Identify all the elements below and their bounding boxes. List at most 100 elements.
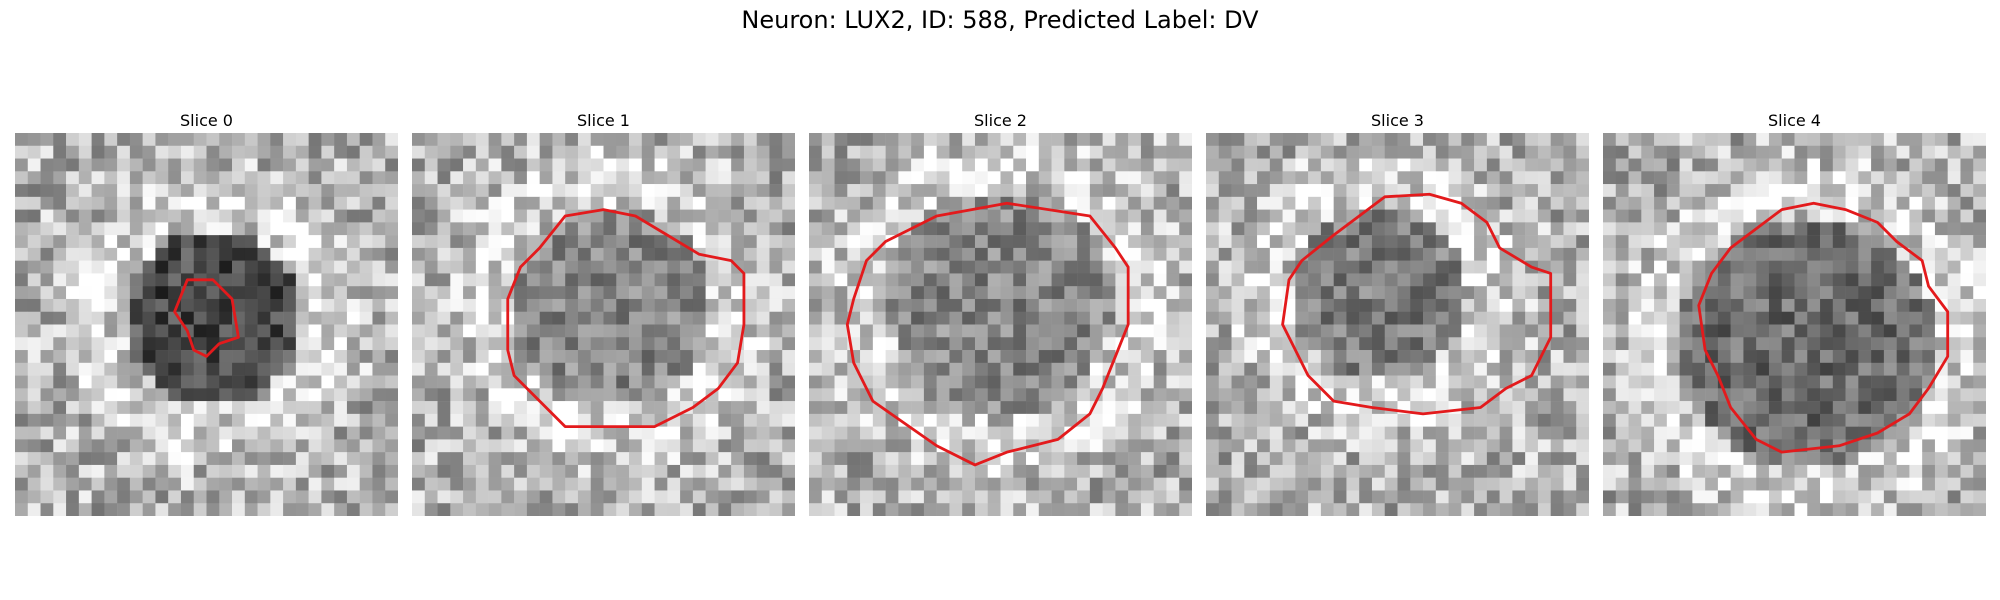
pixel (1038, 388, 1052, 402)
pixel (1820, 158, 1834, 172)
pixel (641, 311, 655, 325)
pixel (463, 350, 477, 364)
pixel (475, 452, 489, 466)
pixel (1371, 171, 1385, 185)
pixel (129, 286, 143, 300)
pixel (936, 350, 950, 364)
pixel (1448, 171, 1462, 185)
pixel (193, 375, 207, 389)
pixel (283, 324, 297, 338)
pixel (782, 350, 795, 364)
pixel (1922, 350, 1936, 364)
pixel (1000, 503, 1014, 516)
pixel (1308, 464, 1322, 478)
pixel (1038, 350, 1052, 364)
pixel (129, 196, 143, 210)
pixel (834, 273, 848, 287)
pixel (809, 311, 823, 325)
pixel (334, 145, 348, 159)
pixel (1883, 171, 1897, 185)
pixel (680, 273, 694, 287)
pixel (769, 247, 783, 261)
pixel (1973, 260, 1986, 274)
pixel (552, 439, 566, 453)
pixel (1013, 260, 1027, 274)
pixel (1295, 222, 1309, 236)
pixel (1410, 158, 1424, 172)
pixel (283, 362, 297, 376)
pixel (1435, 260, 1449, 274)
pixel (949, 439, 963, 453)
pixel (667, 362, 681, 376)
pixel (949, 362, 963, 376)
pixel (424, 464, 438, 478)
pixel (1000, 222, 1014, 236)
pixel (359, 209, 373, 223)
pixel (680, 477, 694, 491)
pixel (962, 413, 976, 427)
pixel (974, 247, 988, 261)
pixel (270, 375, 284, 389)
pixel (1423, 171, 1437, 185)
pixel (898, 260, 912, 274)
pixel (1973, 388, 1986, 402)
pixel (1077, 311, 1091, 325)
pixel (40, 337, 54, 351)
pixel (168, 196, 182, 210)
pixel (526, 477, 540, 491)
pixel (1743, 452, 1757, 466)
pixel (821, 324, 835, 338)
pixel (1384, 184, 1398, 198)
pixel (53, 375, 67, 389)
pixel (104, 439, 118, 453)
pixel (911, 158, 925, 172)
pixel (1705, 477, 1719, 491)
pixel (705, 452, 719, 466)
pixel (1858, 247, 1872, 261)
pixel (565, 503, 579, 516)
pixel (1832, 388, 1846, 402)
pixel (1038, 273, 1052, 287)
pixel (526, 145, 540, 159)
pixel (718, 413, 732, 427)
pixel (1128, 209, 1142, 223)
pixel (1218, 184, 1232, 198)
pixel (372, 401, 386, 415)
pixel (1781, 413, 1795, 427)
pixel (1257, 171, 1271, 185)
pixel (1717, 196, 1731, 210)
pixel (1615, 503, 1629, 516)
pixel (295, 375, 309, 389)
pixel (769, 375, 783, 389)
pixel (1909, 375, 1923, 389)
pixel (295, 350, 309, 364)
pixel (257, 337, 271, 351)
pixel (412, 286, 426, 300)
pixel (1730, 145, 1744, 159)
pixel (155, 286, 169, 300)
pixel (1435, 209, 1449, 223)
pixel (104, 426, 118, 440)
pixel (1231, 235, 1245, 249)
pixel (1077, 362, 1091, 376)
pixel (782, 133, 795, 147)
pixel (1820, 490, 1834, 504)
pixel (1603, 337, 1617, 351)
pixel (1320, 439, 1334, 453)
pixel (526, 401, 540, 415)
pixel (1692, 401, 1706, 415)
pixel (1461, 324, 1475, 338)
pixel (1499, 196, 1513, 210)
pixel (898, 464, 912, 478)
pixel (898, 171, 912, 185)
pixel (654, 388, 668, 402)
pixel (385, 133, 398, 147)
pixel (219, 477, 233, 491)
pixel (1550, 171, 1564, 185)
pixel (1153, 235, 1167, 249)
pixel (514, 209, 528, 223)
pixel (1705, 145, 1719, 159)
pixel (412, 490, 426, 504)
pixel (769, 209, 783, 223)
pixel (1512, 337, 1526, 351)
